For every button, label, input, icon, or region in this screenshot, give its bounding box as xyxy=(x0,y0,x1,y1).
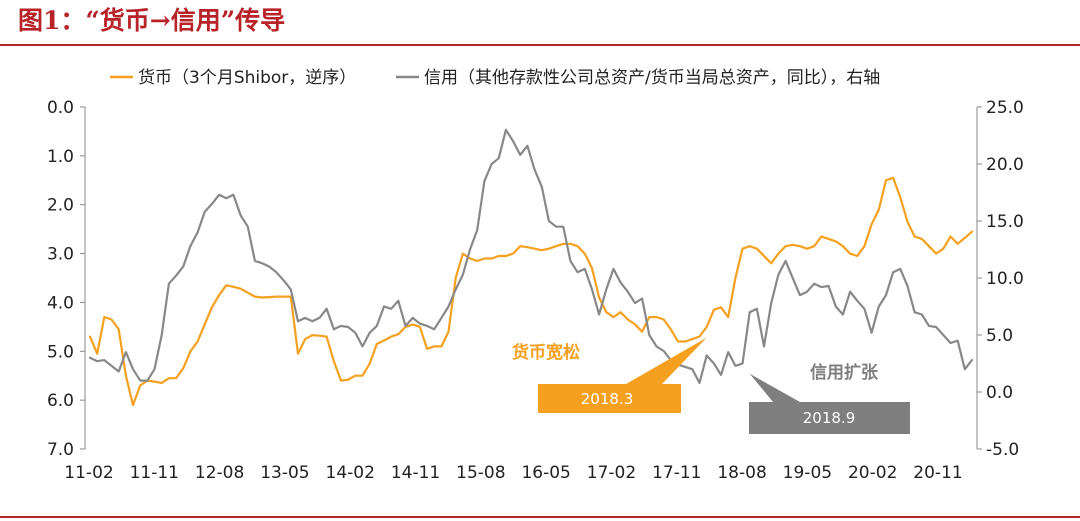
callout-date-money: 2018.3 xyxy=(581,390,634,408)
left-tick-label: 1.0 xyxy=(47,147,74,167)
top-rule xyxy=(0,44,1080,46)
left-axis: 0.0 1.0 2.0 3.0 4.0 5.0 6.0 7.0 xyxy=(47,98,86,460)
x-axis: 11-02 11-11 12-08 13-05 14-02 14-11 15-08 16-05… xyxy=(64,463,962,483)
left-tick-label: 5.0 xyxy=(47,342,74,362)
callout-box-credit xyxy=(749,402,910,434)
x-tick-label: 11-02 xyxy=(64,463,113,483)
x-tick-label: 13-05 xyxy=(260,463,309,483)
right-axis: 25.0 20.0 15.0 10.0 5.0 0.0 -5.0 xyxy=(976,98,1024,460)
callout-pointer-credit xyxy=(749,373,800,402)
x-tick-label: 19-05 xyxy=(783,463,832,483)
callout-text-credit: 信用扩张 xyxy=(810,362,879,383)
annotation-layer: 2018.3 货币宽松 2018.9 信用扩张 xyxy=(512,337,910,434)
x-tick-label: 12-08 xyxy=(195,463,244,483)
right-tick-label: 0.0 xyxy=(986,383,1013,403)
right-tick-label: 5.0 xyxy=(986,326,1013,346)
left-tick-label: 0.0 xyxy=(47,98,74,118)
x-tick-label: 15-08 xyxy=(456,463,505,483)
x-tick-label: 14-11 xyxy=(391,463,440,483)
x-tick-label: 11-11 xyxy=(130,463,179,483)
right-tick-label: -5.0 xyxy=(986,440,1019,460)
series-layer xyxy=(88,128,974,407)
right-tick-label: 20.0 xyxy=(986,155,1024,175)
callout-pointer-money xyxy=(626,337,707,384)
left-tick-label: 7.0 xyxy=(47,440,74,460)
right-tick-label: 10.0 xyxy=(986,269,1024,289)
x-tick-label: 16-05 xyxy=(521,463,570,483)
x-tick-label: 14-02 xyxy=(326,463,375,483)
right-tick-label: 15.0 xyxy=(986,212,1024,232)
callout-text-money: 货币宽松 xyxy=(512,342,580,363)
callout-box-money xyxy=(538,384,681,413)
legend-label-credit: 信用（其他存款性公司总资产/货币当局总资产，同比），右轴 xyxy=(424,68,880,88)
series-line-money xyxy=(88,176,974,407)
legend: 货币（3个月Shibor，逆序） 信用（其他存款性公司总资产/货币当局总资产，同… xyxy=(110,68,880,88)
bottom-rule xyxy=(0,516,1080,518)
x-tick-label: 17-11 xyxy=(652,463,701,483)
right-tick-label: 25.0 xyxy=(986,98,1024,118)
x-tick-label: 20-11 xyxy=(913,463,962,483)
left-tick-label: 3.0 xyxy=(47,245,74,265)
figure-title: 图1：“货币→信用”传导 xyxy=(18,6,286,35)
left-tick-label: 6.0 xyxy=(47,391,74,411)
x-tick-label: 20-02 xyxy=(848,463,897,483)
legend-label-money: 货币（3个月Shibor，逆序） xyxy=(138,68,356,88)
x-tick-label: 17-02 xyxy=(587,463,636,483)
series-line-credit xyxy=(88,128,974,384)
left-tick-label: 4.0 xyxy=(47,293,74,313)
left-tick-label: 2.0 xyxy=(47,196,74,216)
callout-date-credit: 2018.9 xyxy=(803,409,856,427)
x-tick-label: 18-08 xyxy=(717,463,766,483)
